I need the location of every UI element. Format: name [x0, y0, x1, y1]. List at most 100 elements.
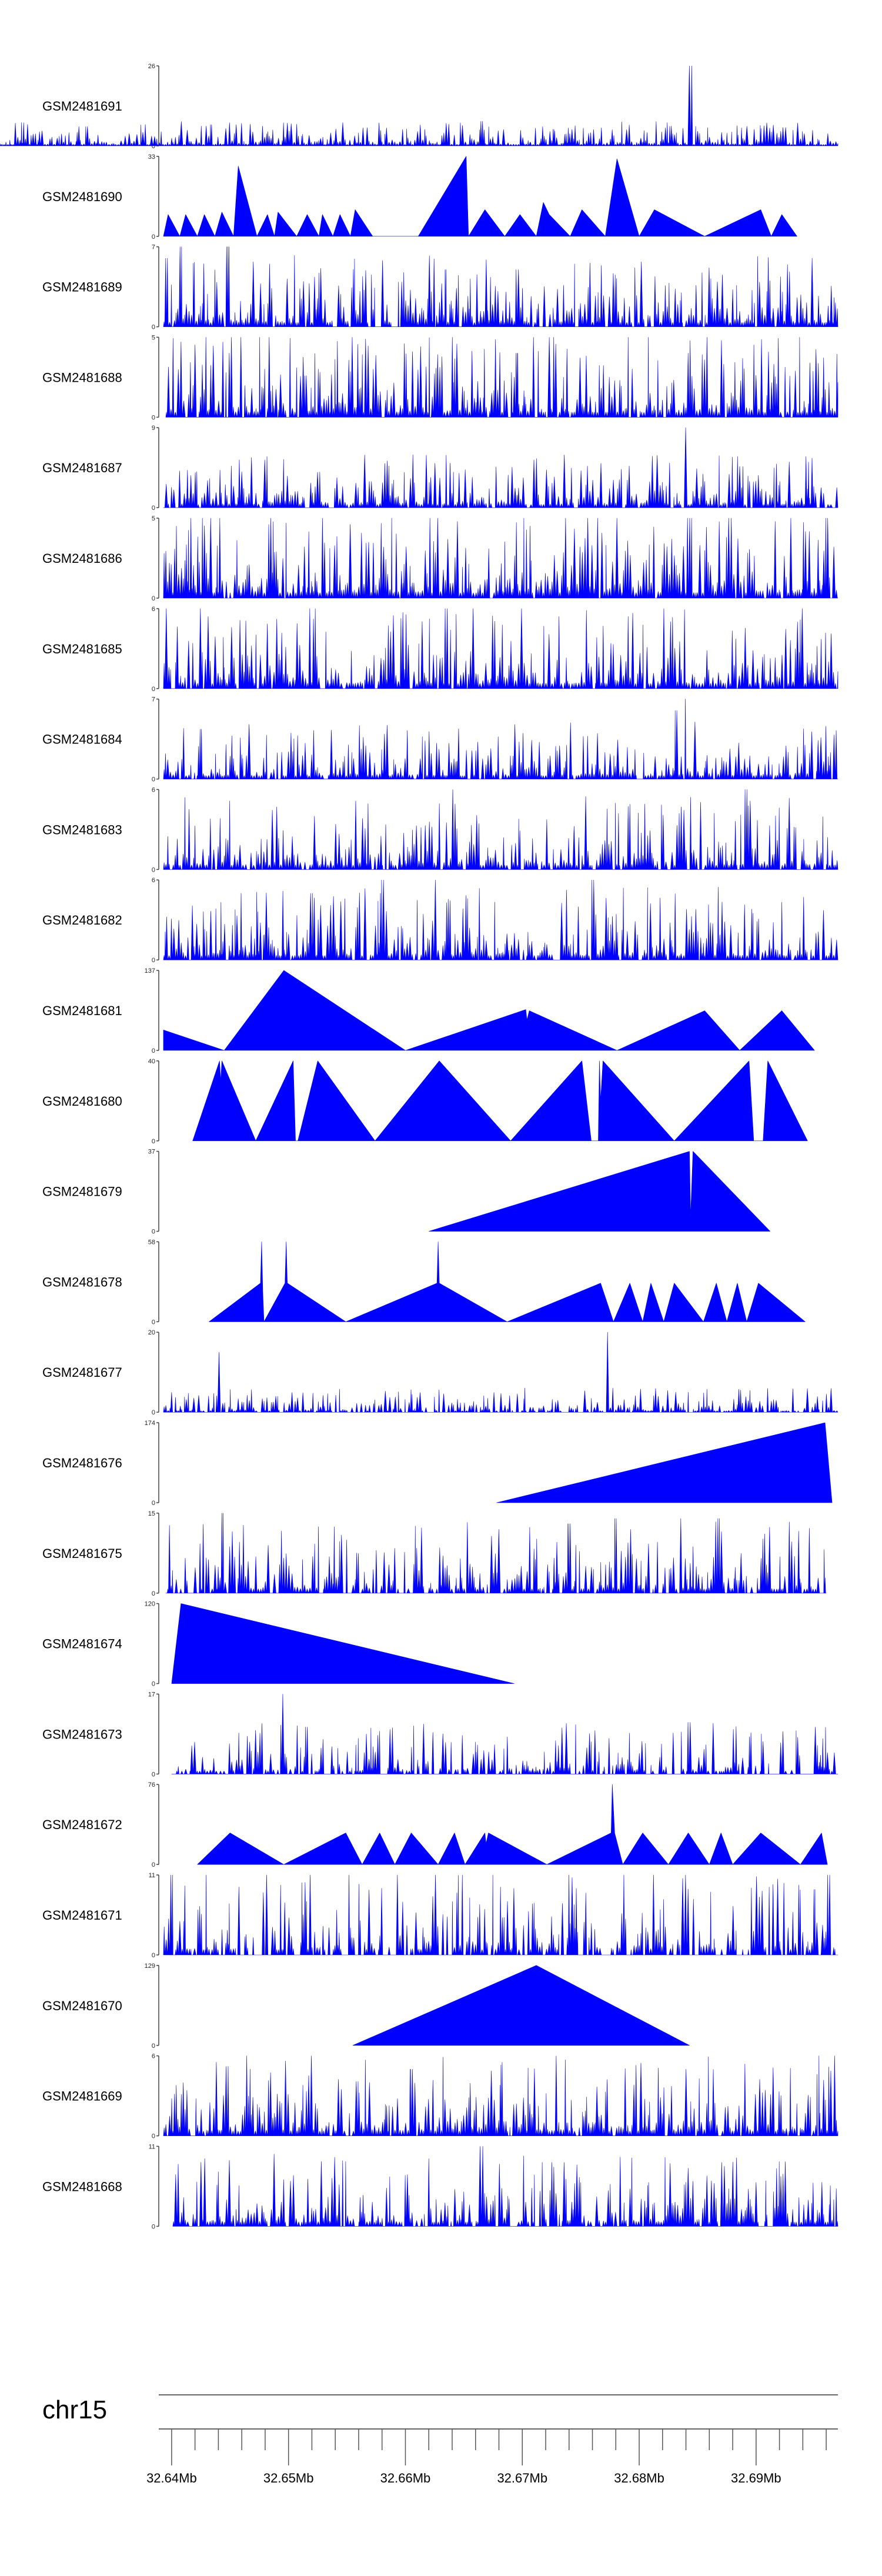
y-tick-label-max: 9 — [152, 425, 155, 432]
track-label: GSM2481678 — [42, 1274, 122, 1289]
x-tick-label: 32.65Mb — [263, 2471, 314, 2485]
y-tick-label-zero: 0 — [152, 414, 155, 421]
y-tick-label-max: 5 — [152, 334, 155, 341]
y-tick-label-max: 7 — [152, 696, 155, 703]
track-label: GSM2481671 — [42, 1908, 122, 1923]
coverage-area — [163, 1875, 838, 1955]
y-tick-label-zero: 0 — [152, 686, 155, 693]
x-tick-label: 32.68Mb — [614, 2471, 664, 2485]
coverage-area — [163, 247, 838, 327]
y-tick-label-max: 33 — [148, 154, 155, 161]
y-tick-label-zero: 0 — [152, 324, 155, 331]
x-tick-label: 32.69Mb — [731, 2471, 781, 2485]
track-GSM2481688: GSM2481688 5 0 — [42, 334, 838, 421]
track-label: GSM2481682 — [42, 913, 122, 927]
y-tick-label-max: 120 — [145, 1601, 155, 1608]
track-GSM2481676: GSM2481676 174 0 — [42, 1420, 832, 1507]
y-tick-label-zero: 0 — [152, 1952, 155, 1959]
coverage-area — [172, 1694, 838, 1774]
coverage-area — [166, 337, 838, 417]
track-label: GSM2481679 — [42, 1184, 122, 1199]
track-GSM2481682: GSM2481682 6 0 — [42, 877, 838, 964]
track-label: GSM2481689 — [42, 280, 122, 295]
track-label: GSM2481672 — [42, 1817, 122, 1832]
genome-ticks: 32.64Mb 32.65Mb 32.66Mb 32.67Mb 32.68Mb 32.69… — [146, 2429, 826, 2485]
chromosome-axis: chr15 32.64Mb 32.65Mb 32.66Mb 32.67Mb 32.68M… — [42, 2395, 838, 2485]
coverage-area — [163, 880, 838, 960]
coverage-area — [198, 1784, 828, 1864]
coverage-area — [163, 2056, 838, 2136]
track-label: GSM2481669 — [42, 2089, 122, 2104]
coverage-area — [193, 1061, 808, 1141]
coverage-area — [166, 1513, 826, 1593]
x-tick-label: 32.66Mb — [380, 2471, 431, 2485]
y-tick-label-max: 76 — [148, 1781, 155, 1788]
y-tick-label-zero: 0 — [152, 776, 155, 783]
track-label: GSM2481688 — [42, 370, 122, 385]
track-GSM2481684: GSM2481684 7 0 — [42, 696, 838, 783]
y-tick-label-max: 40 — [148, 1058, 155, 1065]
coverage-area — [163, 156, 797, 236]
coverage-area — [209, 1242, 805, 1322]
x-tick-label: 32.64Mb — [146, 2471, 197, 2485]
y-tick-label-max: 17 — [148, 1691, 155, 1698]
y-tick-label-zero: 0 — [152, 2223, 155, 2230]
coverage-area — [163, 789, 838, 869]
y-tick-label-max: 5 — [152, 515, 155, 522]
y-tick-label-zero: 0 — [152, 233, 155, 241]
track-label: GSM2481673 — [42, 1727, 122, 1741]
y-tick-label-max: 37 — [148, 1149, 155, 1156]
coverage-area — [353, 1966, 690, 2046]
coverage-area — [163, 970, 814, 1050]
y-tick-label-zero: 0 — [152, 1047, 155, 1055]
y-tick-label-zero: 0 — [152, 595, 155, 602]
y-tick-label-max: 6 — [152, 606, 155, 613]
coverage-area — [163, 609, 838, 689]
x-tick-label: 32.67Mb — [497, 2471, 547, 2485]
y-tick-label-max: 174 — [145, 1420, 155, 1427]
y-tick-label-max: 6 — [152, 786, 155, 793]
track-label: GSM2481681 — [42, 1003, 122, 1018]
track-GSM2481689: GSM2481689 7 0 — [42, 244, 838, 331]
y-tick-label-max: 7 — [152, 244, 155, 251]
y-tick-label-max: 6 — [152, 877, 155, 884]
track-label: GSM2481676 — [42, 1456, 122, 1470]
y-tick-label-zero: 0 — [152, 1229, 155, 1236]
track-label: GSM2481684 — [42, 732, 122, 747]
y-tick-label-max: 58 — [148, 1239, 155, 1246]
coverage-area — [163, 1332, 838, 1412]
y-tick-label-zero: 0 — [152, 1771, 155, 1778]
y-tick-label-max: 6 — [152, 2053, 155, 2060]
track-label: GSM2481690 — [42, 189, 122, 204]
coverage-area — [173, 2146, 838, 2226]
y-tick-label-zero: 0 — [152, 1590, 155, 1597]
track-GSM2481690: GSM2481690 33 0 — [42, 154, 797, 241]
coverage-area — [172, 1604, 514, 1684]
track-label: GSM2481674 — [42, 1637, 122, 1651]
track-label: GSM2481691 — [42, 99, 122, 114]
y-tick-label-max: 15 — [148, 1510, 155, 1517]
track-label: GSM2481670 — [42, 1998, 122, 2013]
y-tick-label-max: 26 — [148, 63, 155, 70]
y-tick-label-zero: 0 — [152, 505, 155, 512]
y-tick-label-zero: 0 — [152, 866, 155, 873]
y-tick-label-zero: 0 — [152, 1500, 155, 1507]
coverage-area — [163, 428, 838, 508]
coverage-area — [497, 1423, 833, 1503]
y-tick-label-zero: 0 — [152, 957, 155, 964]
track-label: GSM2481680 — [42, 1094, 122, 1109]
